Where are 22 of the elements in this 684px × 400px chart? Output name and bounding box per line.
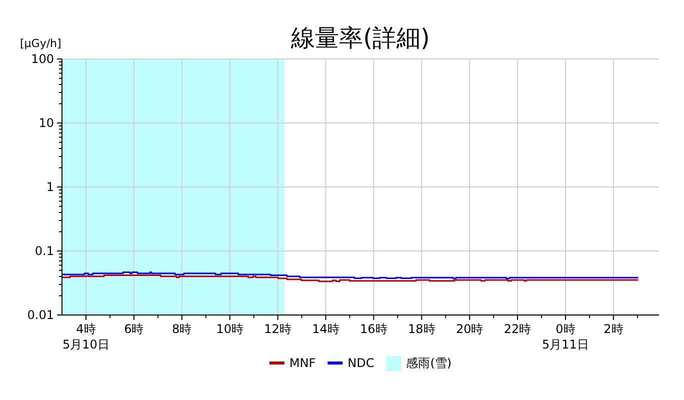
- y-tick-label: 0.01: [27, 308, 54, 322]
- x-tick-label: 0時 5月11日: [542, 322, 589, 352]
- legend-label: 感雨(雪): [406, 356, 452, 370]
- x-tick-label: 12時: [264, 322, 292, 336]
- y-tick-label: 10: [38, 116, 54, 130]
- x-tick-label: 8時: [172, 322, 192, 336]
- x-tick-label: 6時: [124, 322, 144, 336]
- x-tick-label: 10時: [216, 322, 244, 336]
- x-tick-label: 2時: [604, 322, 624, 336]
- x-tick-label: 18時: [408, 322, 436, 336]
- legend-label: MNF: [289, 356, 316, 370]
- y-tick-label: 0.1: [34, 244, 54, 258]
- x-tick-label: 4時 5月10日: [62, 322, 110, 352]
- x-tick-label: 22時: [504, 322, 532, 336]
- y-axis-title: [μGy/h]: [20, 37, 62, 50]
- y-tick-label: 100: [31, 52, 54, 66]
- x-tick-label: 16時: [360, 322, 388, 336]
- legend-label: NDC: [348, 356, 374, 370]
- chart-title: 線量率(詳細): [290, 24, 430, 52]
- x-tick-label: 14時: [312, 322, 340, 336]
- x-tick-label: 20時: [456, 322, 484, 336]
- y-tick-label: 1: [46, 180, 54, 194]
